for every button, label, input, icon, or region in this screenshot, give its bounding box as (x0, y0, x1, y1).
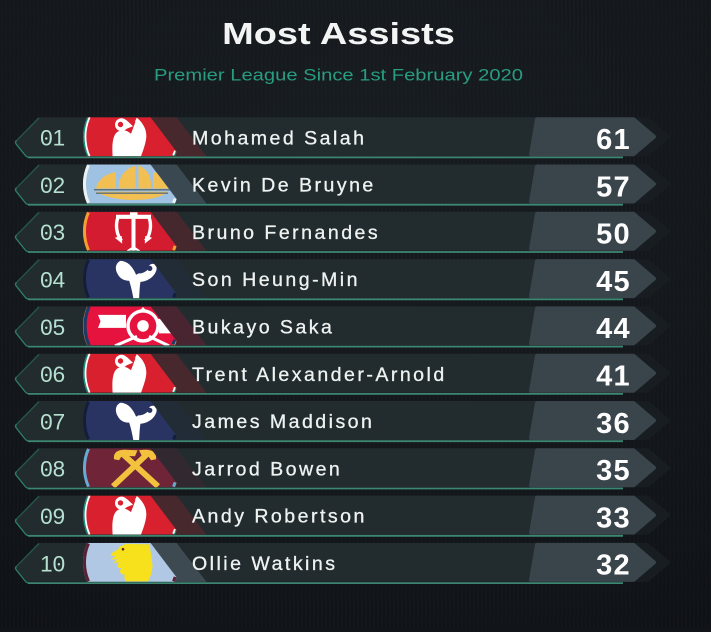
svg-text:03: 03 (40, 220, 65, 245)
svg-text:33: 33 (596, 502, 631, 534)
svg-text:James Maddison: James Maddison (192, 412, 374, 433)
svg-text:09: 09 (40, 504, 65, 529)
svg-text:Trent Alexander-Arnold: Trent Alexander-Arnold (192, 365, 447, 386)
svg-text:Son Heung-Min: Son Heung-Min (192, 270, 360, 291)
svg-text:Bruno Fernandes: Bruno Fernandes (192, 223, 380, 244)
svg-text:Mohamed Salah: Mohamed Salah (192, 129, 366, 150)
svg-text:61: 61 (596, 124, 631, 156)
svg-text:06: 06 (40, 362, 65, 387)
svg-text:01: 01 (40, 126, 65, 151)
svg-text:04: 04 (40, 268, 65, 293)
svg-text:41: 41 (596, 361, 631, 393)
svg-text:45: 45 (596, 266, 631, 298)
svg-text:Premier League Since 1st Febru: Premier League Since 1st February 2020 (154, 66, 523, 85)
svg-text:02: 02 (40, 173, 65, 198)
svg-text:Jarrod Bowen: Jarrod Bowen (192, 460, 342, 481)
svg-text:Most Assists: Most Assists (222, 17, 455, 51)
svg-text:32: 32 (596, 550, 631, 582)
svg-text:35: 35 (596, 455, 631, 487)
svg-text:10: 10 (40, 551, 65, 576)
svg-text:Bukayo Saka: Bukayo Saka (192, 318, 334, 339)
svg-text:07: 07 (40, 409, 65, 434)
svg-text:Kevin De Bruyne: Kevin De Bruyne (192, 176, 376, 197)
svg-text:57: 57 (596, 171, 631, 203)
svg-text:08: 08 (40, 457, 65, 482)
svg-text:50: 50 (596, 219, 631, 251)
svg-text:36: 36 (596, 408, 631, 440)
svg-text:Ollie Watkins: Ollie Watkins (192, 554, 337, 575)
svg-text:Andy Robertson: Andy Robertson (192, 507, 367, 528)
svg-text:05: 05 (40, 315, 65, 340)
svg-text:44: 44 (596, 313, 631, 345)
